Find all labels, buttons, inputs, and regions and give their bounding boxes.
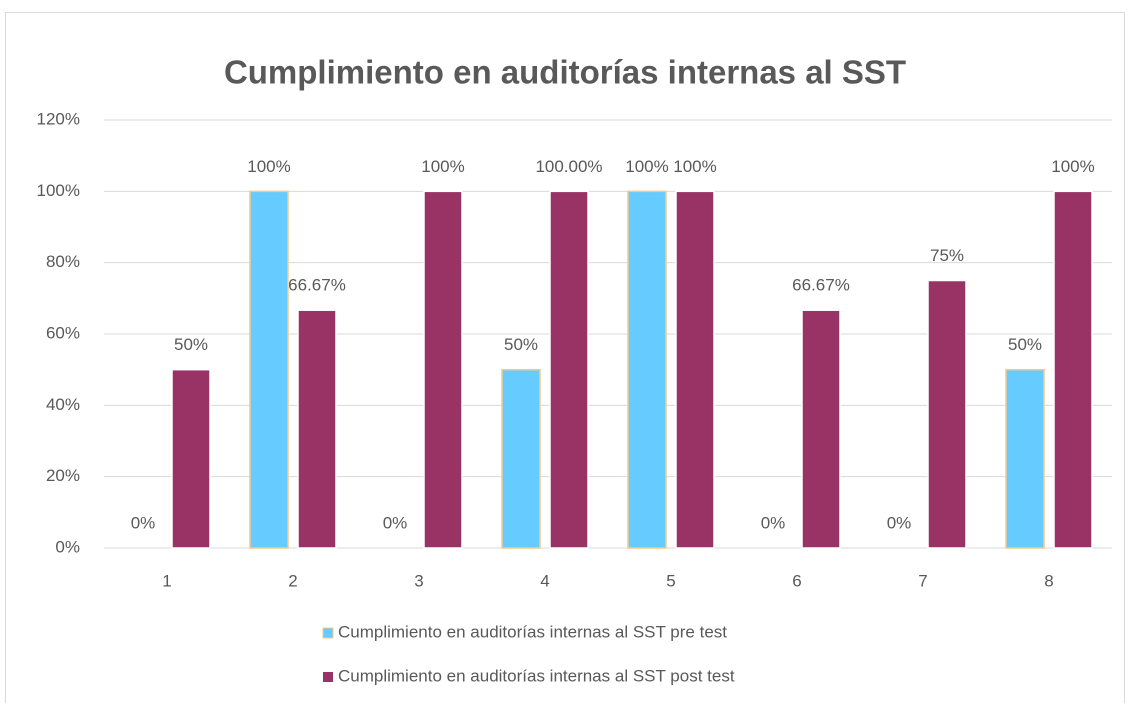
data-label: 66.67% — [792, 276, 850, 295]
data-label: 100% — [673, 157, 716, 176]
data-label: 100% — [247, 157, 290, 176]
bar — [501, 368, 541, 549]
data-label: 100.00% — [535, 157, 602, 176]
x-tick-label: 1 — [162, 571, 171, 590]
bar — [171, 368, 211, 549]
x-tick-label: 5 — [666, 571, 675, 590]
y-tick-label: 120% — [37, 109, 80, 128]
data-label: 50% — [1008, 335, 1042, 354]
chart-title: Cumplimiento en auditorías internas al S… — [224, 54, 906, 91]
legend-swatch — [323, 672, 333, 682]
x-tick-label: 6 — [792, 571, 801, 590]
y-tick-label: 40% — [46, 395, 80, 414]
bar — [675, 190, 715, 549]
data-label: 100% — [421, 157, 464, 176]
data-label: 50% — [174, 335, 208, 354]
bar — [801, 309, 841, 549]
bar — [549, 190, 589, 549]
bar — [1005, 368, 1045, 549]
bar — [249, 190, 289, 549]
y-tick-label: 20% — [46, 466, 80, 485]
data-label: 100% — [1051, 157, 1094, 176]
legend-label: Cumplimiento en auditorías internas al S… — [338, 666, 735, 685]
data-label: 50% — [504, 335, 538, 354]
bar — [423, 190, 463, 549]
legend-label: Cumplimiento en auditorías internas al S… — [338, 622, 727, 641]
legend-swatch — [322, 627, 334, 639]
data-label: 0% — [383, 513, 408, 532]
x-tick-label: 8 — [1044, 571, 1053, 590]
bar — [297, 309, 337, 549]
x-tick-label: 4 — [540, 571, 549, 590]
bar — [1053, 190, 1093, 549]
data-label: 66.67% — [288, 276, 346, 295]
x-tick-label: 7 — [918, 571, 927, 590]
y-tick-label: 80% — [46, 252, 80, 271]
data-label: 0% — [761, 513, 786, 532]
y-tick-label: 60% — [46, 323, 80, 342]
y-tick-label: 100% — [37, 181, 80, 200]
data-label: 0% — [887, 513, 912, 532]
x-tick-label: 3 — [414, 571, 423, 590]
data-label: 75% — [930, 246, 964, 265]
x-tick-label: 2 — [288, 571, 297, 590]
bar — [927, 279, 967, 549]
data-label: 100% — [625, 157, 668, 176]
data-label: 0% — [131, 513, 156, 532]
bar — [627, 190, 667, 549]
y-tick-label: 0% — [55, 537, 80, 556]
